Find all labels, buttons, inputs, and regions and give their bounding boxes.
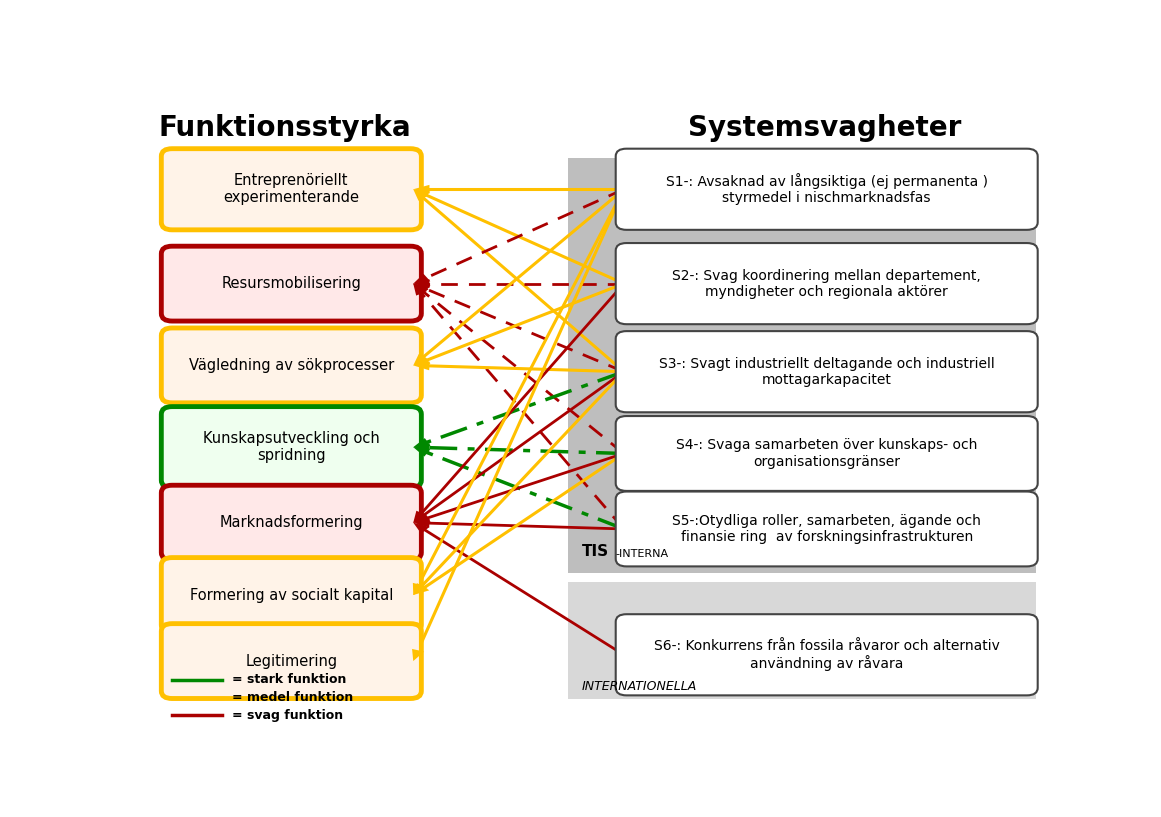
FancyBboxPatch shape bbox=[615, 492, 1038, 566]
FancyBboxPatch shape bbox=[161, 407, 421, 488]
Text: Marknadsformering: Marknadsformering bbox=[219, 516, 363, 530]
Polygon shape bbox=[413, 354, 428, 365]
Text: = medel funktion: = medel funktion bbox=[232, 691, 354, 704]
Polygon shape bbox=[413, 583, 427, 595]
Polygon shape bbox=[413, 444, 430, 452]
FancyBboxPatch shape bbox=[161, 623, 421, 699]
Text: Funktionsstyrka: Funktionsstyrka bbox=[158, 114, 411, 142]
Polygon shape bbox=[413, 511, 430, 523]
Text: INTERNATIONELLA: INTERNATIONELLA bbox=[582, 680, 697, 693]
FancyBboxPatch shape bbox=[615, 331, 1038, 413]
Text: S3-: Svagt industriellt deltagande och industriell
mottagarkapacitet: S3-: Svagt industriellt deltagande och i… bbox=[658, 356, 995, 386]
Polygon shape bbox=[413, 583, 425, 595]
Polygon shape bbox=[413, 514, 431, 523]
Polygon shape bbox=[413, 511, 427, 523]
Polygon shape bbox=[413, 279, 430, 288]
Polygon shape bbox=[413, 356, 431, 365]
Polygon shape bbox=[413, 283, 427, 296]
Text: Legitimering: Legitimering bbox=[245, 654, 338, 668]
FancyBboxPatch shape bbox=[568, 158, 1036, 573]
Polygon shape bbox=[413, 523, 430, 534]
FancyBboxPatch shape bbox=[615, 243, 1038, 324]
FancyBboxPatch shape bbox=[615, 149, 1038, 230]
Polygon shape bbox=[413, 283, 428, 295]
Polygon shape bbox=[413, 447, 431, 457]
Polygon shape bbox=[413, 584, 430, 595]
Text: Entreprenöriellt
experimenterande: Entreprenöriellt experimenterande bbox=[223, 173, 360, 205]
FancyBboxPatch shape bbox=[161, 149, 421, 230]
FancyBboxPatch shape bbox=[161, 246, 421, 321]
FancyBboxPatch shape bbox=[161, 557, 421, 632]
Polygon shape bbox=[413, 283, 431, 293]
FancyBboxPatch shape bbox=[568, 583, 1036, 699]
Text: Formering av socialt kapital: Formering av socialt kapital bbox=[189, 587, 394, 602]
Text: S6-: Konkurrens från fossila råvaror och alternativ
användning av råvara: S6-: Konkurrens från fossila råvaror och… bbox=[654, 639, 1000, 671]
Text: TIS: TIS bbox=[582, 544, 608, 559]
FancyBboxPatch shape bbox=[161, 485, 421, 560]
Text: Vägledning av sökprocesser: Vägledning av sökprocesser bbox=[189, 358, 394, 373]
Polygon shape bbox=[413, 190, 428, 201]
FancyBboxPatch shape bbox=[615, 614, 1038, 695]
Text: Resursmobilisering: Resursmobilisering bbox=[222, 276, 361, 291]
Text: = svag funktion: = svag funktion bbox=[232, 708, 344, 721]
Text: S4-: Svaga samarbeten över kunskaps- och
organisationsgränser: S4-: Svaga samarbeten över kunskaps- och… bbox=[676, 439, 978, 469]
Polygon shape bbox=[412, 649, 424, 661]
Polygon shape bbox=[413, 519, 430, 528]
Text: S2-: Svag koordinering mellan departement,
myndigheter och regionala aktörer: S2-: Svag koordinering mellan departemen… bbox=[672, 269, 981, 299]
Text: Kunskapsutveckling och
spridning: Kunskapsutveckling och spridning bbox=[203, 431, 380, 463]
Text: = stark funktion: = stark funktion bbox=[232, 673, 347, 686]
Polygon shape bbox=[413, 185, 430, 194]
Polygon shape bbox=[413, 361, 430, 370]
Polygon shape bbox=[413, 274, 431, 283]
FancyBboxPatch shape bbox=[615, 416, 1038, 491]
Polygon shape bbox=[413, 190, 431, 199]
Text: -INTERNA: -INTERNA bbox=[615, 549, 669, 559]
FancyBboxPatch shape bbox=[161, 328, 421, 403]
Polygon shape bbox=[413, 438, 431, 447]
Text: S5-:Otydliga roller, samarbeten, ägande och
finansie ring  av forskningsinfrastr: S5-:Otydliga roller, samarbeten, ägande … bbox=[672, 514, 981, 544]
Text: S1-: Avsaknad av långsiktiga (ej permanenta )
styrmedel i nischmarknadsfas: S1-: Avsaknad av långsiktiga (ej permane… bbox=[665, 173, 988, 205]
Text: Systemsvagheter: Systemsvagheter bbox=[687, 114, 961, 142]
